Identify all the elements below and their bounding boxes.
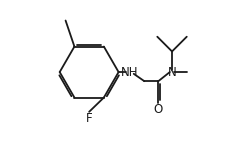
Text: F: F: [86, 112, 92, 125]
Text: NH: NH: [121, 66, 139, 79]
Text: O: O: [154, 103, 163, 116]
Text: N: N: [168, 66, 176, 79]
